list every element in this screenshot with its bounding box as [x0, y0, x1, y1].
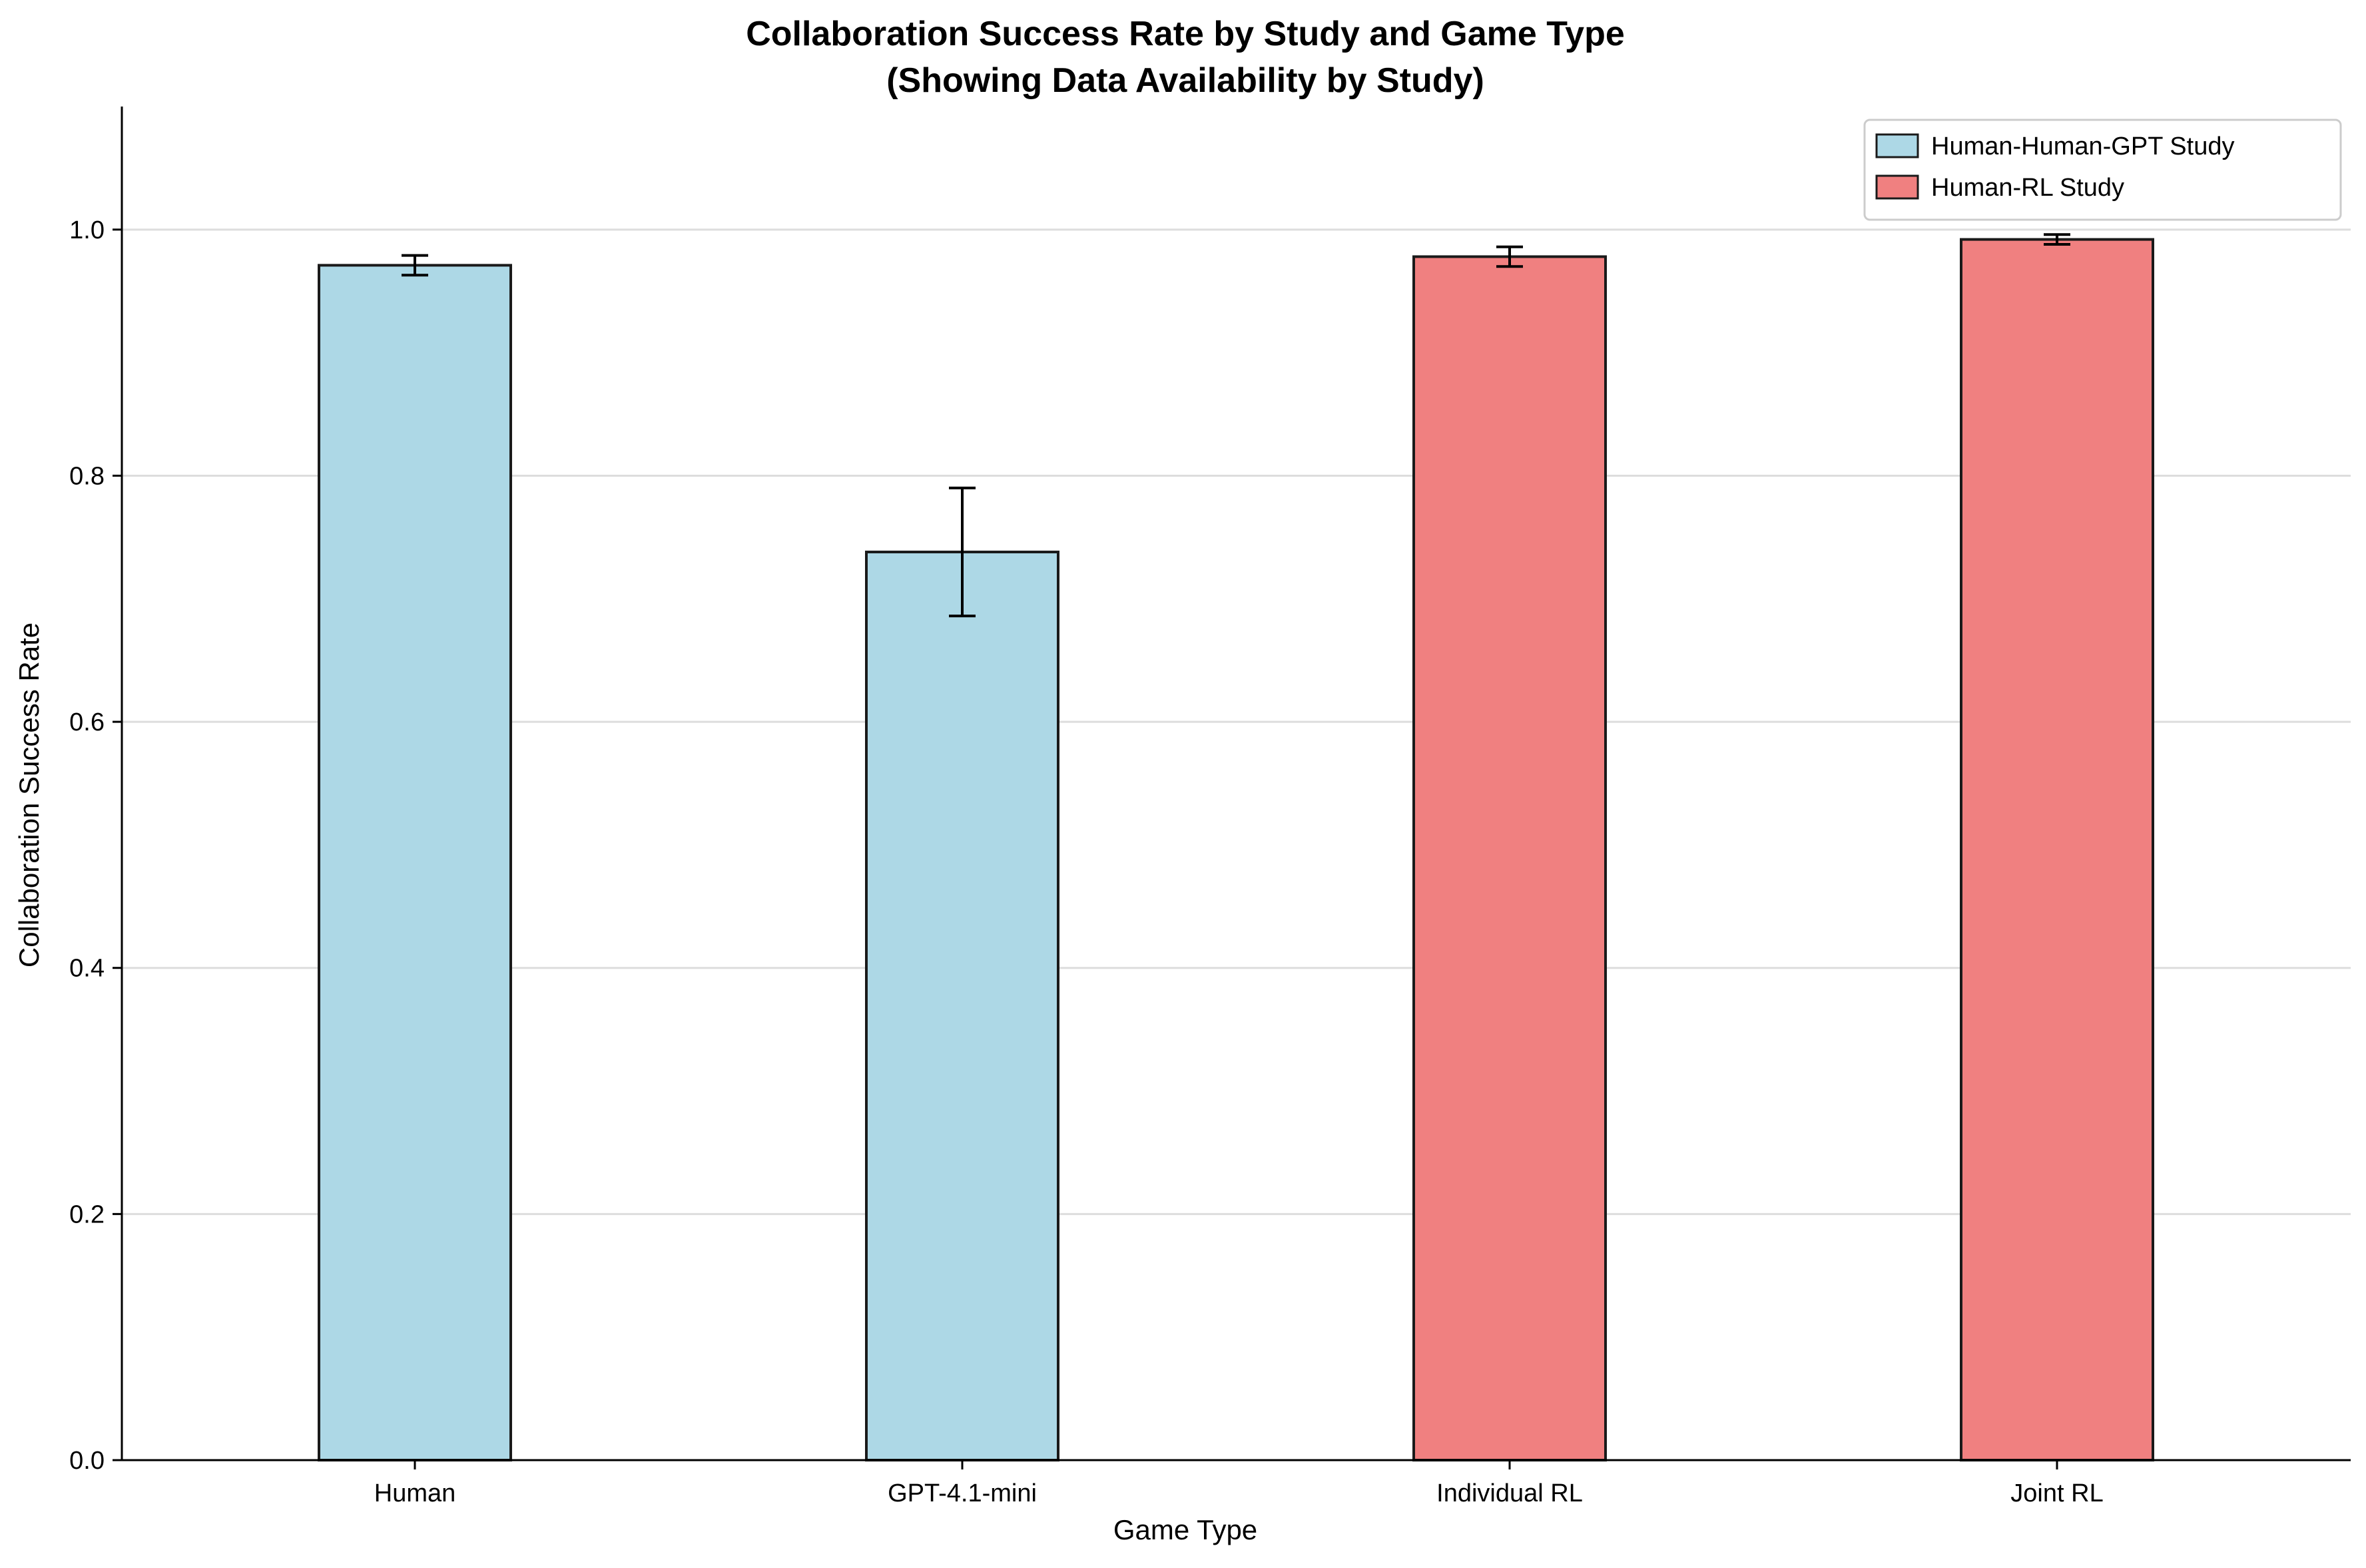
legend-label: Human-Human-GPT Study — [1931, 132, 2234, 160]
chart-title: Collaboration Success Rate by Study and … — [746, 15, 1625, 53]
legend-swatch — [1875, 174, 1919, 200]
bar — [865, 551, 1059, 1461]
y-tick-label: 0.2 — [69, 1200, 105, 1228]
bar — [1412, 255, 1607, 1462]
x-tick-label: GPT-4.1-mini — [888, 1479, 1037, 1507]
legend-label: Human-RL Study — [1931, 174, 2124, 202]
y-tick-label: 0.8 — [69, 462, 105, 490]
error-bar — [1496, 245, 1523, 268]
error-bar — [949, 486, 976, 618]
bar — [1960, 238, 2154, 1461]
error-bar — [402, 254, 428, 277]
x-axis-label: Game Type — [1113, 1514, 1257, 1545]
x-tick-label: Joint RL — [2010, 1479, 2103, 1507]
tick-labels: 0.0 0.2 0.4 0.6 0.8 1.0 Human GPT-4.1-mini Indiv… — [69, 216, 2104, 1507]
legend-box — [1863, 119, 2342, 221]
bar — [318, 264, 512, 1462]
y-tick-label: 0.4 — [69, 955, 105, 983]
y-tick-label: 1.0 — [69, 216, 105, 244]
bars — [318, 238, 2154, 1462]
x-tick-label: Human — [374, 1479, 456, 1507]
y-tick-label: 0.0 — [69, 1447, 105, 1475]
legend: Human-Human-GPT Study Human-RL Study — [1863, 119, 2342, 221]
error-bars — [402, 233, 2070, 618]
chart-subtitle: (Showing Data Availability by Study) — [886, 61, 1484, 100]
y-axis-label: Collaboration Success Rate — [13, 623, 45, 967]
x-tick-label: Individual RL — [1436, 1479, 1583, 1507]
axes — [121, 107, 2351, 1461]
chart-title-group: Collaboration Success Rate by Study and … — [746, 15, 1625, 100]
legend-swatch — [1875, 133, 1919, 158]
y-tick-label: 0.6 — [69, 708, 105, 736]
error-bar — [2044, 233, 2070, 246]
